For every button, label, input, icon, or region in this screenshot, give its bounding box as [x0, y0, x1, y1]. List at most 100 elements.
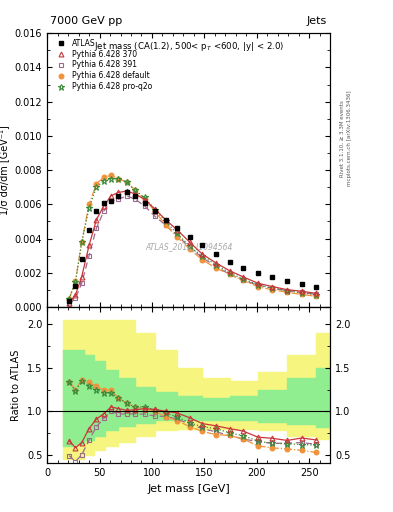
Pythia 6.428 370	[227, 268, 232, 274]
Pythia 6.428 default	[299, 291, 304, 297]
Pythia 6.428 370	[79, 273, 84, 280]
Pythia 6.428 370	[255, 280, 260, 286]
Pythia 6.428 391	[213, 263, 218, 269]
Pythia 6.428 370	[241, 274, 246, 280]
Pythia 6.428 370	[285, 287, 290, 293]
ATLAS	[73, 283, 78, 289]
ATLAS	[213, 251, 218, 257]
Pythia 6.428 pro-q2o	[200, 253, 205, 260]
Pythia 6.428 pro-q2o	[109, 176, 114, 182]
Pythia 6.428 370	[109, 193, 114, 199]
Pythia 6.428 pro-q2o	[67, 296, 72, 302]
Text: Jets: Jets	[307, 16, 327, 27]
Pythia 6.428 370	[125, 188, 129, 194]
ATLAS	[255, 270, 260, 276]
Pythia 6.428 default	[241, 278, 246, 284]
ATLAS	[163, 217, 168, 223]
Pythia 6.428 default	[163, 222, 168, 228]
ATLAS	[109, 198, 114, 204]
Pythia 6.428 pro-q2o	[73, 279, 78, 285]
ATLAS	[116, 193, 121, 199]
Pythia 6.428 pro-q2o	[79, 239, 84, 245]
Pythia 6.428 370	[163, 217, 168, 223]
Pythia 6.428 pro-q2o	[270, 285, 275, 291]
Pythia 6.428 default	[109, 173, 114, 179]
Pythia 6.428 370	[87, 242, 92, 248]
Pythia 6.428 370	[101, 203, 106, 209]
Pythia 6.428 default	[133, 187, 138, 194]
Pythia 6.428 default	[67, 296, 72, 302]
Pythia 6.428 pro-q2o	[163, 218, 168, 224]
Pythia 6.428 370	[73, 292, 78, 298]
Pythia 6.428 391	[142, 203, 147, 209]
Pythia 6.428 391	[67, 301, 72, 307]
Line: Pythia 6.428 pro-q2o: Pythia 6.428 pro-q2o	[66, 175, 320, 303]
Pythia 6.428 370	[175, 227, 180, 233]
ATLAS	[87, 227, 92, 233]
Pythia 6.428 pro-q2o	[94, 184, 99, 190]
Pythia 6.428 pro-q2o	[175, 230, 180, 237]
ATLAS	[299, 281, 304, 287]
ATLAS	[101, 200, 106, 206]
Y-axis label: 1/σ dσ/dm [GeV⁻¹]: 1/σ dσ/dm [GeV⁻¹]	[0, 125, 9, 215]
Pythia 6.428 default	[255, 284, 260, 290]
Pythia 6.428 pro-q2o	[116, 176, 121, 182]
Legend: ATLAS, Pythia 6.428 370, Pythia 6.428 391, Pythia 6.428 default, Pythia 6.428 pr: ATLAS, Pythia 6.428 370, Pythia 6.428 39…	[50, 35, 156, 94]
Line: Pythia 6.428 default: Pythia 6.428 default	[67, 173, 319, 302]
Pythia 6.428 391	[94, 225, 99, 231]
Pythia 6.428 default	[213, 265, 218, 271]
Y-axis label: Ratio to ATLAS: Ratio to ATLAS	[11, 350, 21, 421]
Pythia 6.428 pro-q2o	[213, 262, 218, 268]
Line: ATLAS: ATLAS	[67, 190, 319, 304]
Pythia 6.428 391	[73, 295, 78, 302]
X-axis label: Jet mass [GeV]: Jet mass [GeV]	[147, 484, 230, 494]
ATLAS	[227, 259, 232, 265]
Pythia 6.428 pro-q2o	[227, 270, 232, 276]
Pythia 6.428 391	[270, 285, 275, 291]
ATLAS	[270, 274, 275, 281]
Pythia 6.428 391	[133, 196, 138, 202]
ATLAS	[67, 298, 72, 304]
Pythia 6.428 default	[87, 201, 92, 207]
Pythia 6.428 pro-q2o	[87, 205, 92, 211]
ATLAS	[187, 234, 192, 240]
Pythia 6.428 391	[255, 282, 260, 288]
Pythia 6.428 370	[314, 290, 319, 296]
ATLAS	[314, 284, 319, 290]
Line: Pythia 6.428 391: Pythia 6.428 391	[67, 194, 319, 307]
ATLAS	[153, 208, 158, 214]
Pythia 6.428 391	[241, 278, 246, 284]
Pythia 6.428 pro-q2o	[125, 179, 129, 185]
Pythia 6.428 391	[153, 214, 158, 220]
Pythia 6.428 391	[125, 193, 129, 199]
Pythia 6.428 370	[67, 300, 72, 306]
ATLAS	[133, 193, 138, 199]
ATLAS	[200, 242, 205, 248]
Pythia 6.428 default	[79, 239, 84, 245]
Pythia 6.428 pro-q2o	[142, 195, 147, 201]
Pythia 6.428 pro-q2o	[285, 288, 290, 294]
Pythia 6.428 391	[187, 244, 192, 250]
Pythia 6.428 pro-q2o	[241, 276, 246, 282]
ATLAS	[285, 278, 290, 284]
Pythia 6.428 370	[200, 251, 205, 257]
Pythia 6.428 370	[116, 189, 121, 196]
Pythia 6.428 default	[125, 179, 129, 185]
Pythia 6.428 370	[142, 197, 147, 203]
Pythia 6.428 default	[187, 246, 192, 252]
ATLAS	[175, 225, 180, 231]
Text: mcplots.cern.ch [arXiv:1306.3436]: mcplots.cern.ch [arXiv:1306.3436]	[347, 91, 352, 186]
Pythia 6.428 391	[116, 196, 121, 202]
Text: ATLAS_2012_I1094564: ATLAS_2012_I1094564	[145, 242, 232, 251]
Line: Pythia 6.428 370: Pythia 6.428 370	[67, 189, 319, 306]
Pythia 6.428 370	[94, 217, 99, 223]
Pythia 6.428 pro-q2o	[187, 243, 192, 249]
Pythia 6.428 default	[142, 196, 147, 202]
Pythia 6.428 default	[73, 278, 78, 284]
Pythia 6.428 370	[299, 288, 304, 294]
Pythia 6.428 391	[314, 291, 319, 297]
Pythia 6.428 default	[314, 293, 319, 300]
Pythia 6.428 370	[187, 239, 192, 245]
Pythia 6.428 391	[285, 287, 290, 293]
Pythia 6.428 default	[175, 234, 180, 240]
